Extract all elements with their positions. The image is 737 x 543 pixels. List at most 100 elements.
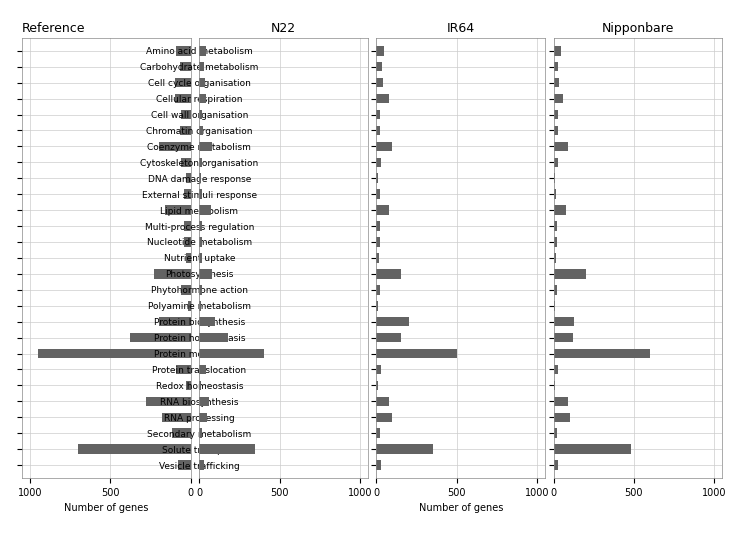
Title: Nipponbare: Nipponbare (601, 22, 674, 35)
Bar (199, 365, 206, 374)
Bar (199, 381, 201, 390)
Bar (553, 317, 574, 326)
Bar (158, 317, 191, 326)
Bar (199, 142, 212, 151)
Text: Reference: Reference (22, 22, 85, 35)
Bar (553, 349, 650, 358)
Bar (377, 428, 380, 438)
Bar (199, 94, 206, 103)
Bar (553, 142, 568, 151)
Bar (377, 142, 393, 151)
Bar (377, 173, 378, 183)
Bar (199, 222, 203, 231)
Title: IR64: IR64 (447, 22, 475, 35)
Bar (553, 381, 555, 390)
Bar (553, 110, 558, 119)
Bar (184, 190, 191, 199)
Bar (553, 460, 559, 470)
Bar (181, 157, 191, 167)
Bar (553, 157, 558, 167)
Bar (154, 269, 191, 279)
Bar (146, 396, 191, 406)
Bar (377, 317, 408, 326)
Bar (377, 381, 378, 390)
Bar (199, 317, 215, 326)
Bar (199, 428, 203, 438)
Bar (377, 110, 380, 119)
Bar (553, 285, 556, 294)
Bar (181, 285, 191, 294)
Bar (199, 333, 228, 343)
X-axis label: Number of genes: Number of genes (419, 503, 503, 513)
Bar (38, 349, 191, 358)
Bar (199, 349, 264, 358)
Bar (377, 269, 400, 279)
Bar (199, 46, 206, 55)
Bar (199, 460, 204, 470)
Bar (199, 237, 203, 247)
Bar (377, 253, 379, 263)
Bar (199, 173, 201, 183)
Bar (377, 78, 383, 87)
Bar (377, 157, 381, 167)
Bar (553, 301, 555, 311)
Bar (176, 46, 191, 55)
Bar (553, 78, 559, 87)
Bar (553, 94, 563, 103)
Bar (188, 301, 191, 311)
Bar (553, 173, 555, 183)
Bar (377, 333, 400, 343)
Bar (199, 157, 203, 167)
Bar (553, 205, 567, 215)
Bar (553, 413, 570, 422)
Bar (377, 46, 385, 55)
Bar (199, 253, 202, 263)
Bar (186, 381, 191, 390)
Bar (377, 444, 433, 454)
Bar (199, 301, 201, 311)
Bar (553, 333, 573, 343)
Bar (377, 365, 381, 374)
Bar (199, 444, 256, 454)
Bar (553, 62, 559, 72)
Bar (184, 237, 191, 247)
Bar (175, 78, 191, 87)
Bar (553, 253, 556, 263)
Bar (199, 190, 202, 199)
Bar (78, 444, 191, 454)
Bar (377, 237, 380, 247)
Bar (175, 94, 191, 103)
Bar (158, 142, 191, 151)
Bar (377, 190, 380, 199)
Bar (172, 428, 191, 438)
Bar (199, 269, 212, 279)
Bar (130, 333, 191, 343)
Bar (199, 285, 203, 294)
Bar (178, 460, 191, 470)
Bar (377, 460, 381, 470)
Bar (186, 253, 191, 263)
Bar (553, 125, 558, 135)
Bar (377, 205, 389, 215)
Bar (180, 62, 191, 72)
Bar (553, 190, 556, 199)
Bar (553, 365, 559, 374)
Bar (199, 125, 203, 135)
Bar (199, 396, 209, 406)
Bar (162, 413, 191, 422)
Bar (377, 222, 380, 231)
Title: N22: N22 (271, 22, 296, 35)
Bar (186, 173, 191, 183)
Bar (165, 205, 191, 215)
Bar (176, 365, 191, 374)
Bar (553, 269, 586, 279)
Bar (377, 285, 380, 294)
Bar (184, 222, 191, 231)
Bar (199, 62, 204, 72)
Bar (377, 413, 393, 422)
Bar (199, 78, 205, 87)
Bar (377, 349, 457, 358)
Bar (377, 301, 378, 311)
Bar (377, 396, 389, 406)
X-axis label: Number of genes: Number of genes (64, 503, 149, 513)
